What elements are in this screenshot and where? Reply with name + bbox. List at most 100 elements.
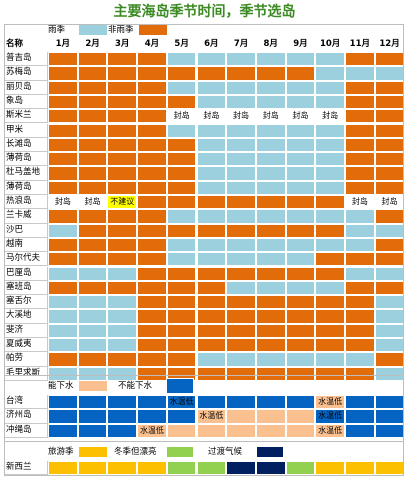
island-row-month-cell (226, 352, 256, 367)
island-row-month-cell (137, 180, 167, 195)
island-row-name: 丽贝岛 (4, 80, 48, 95)
island-row-month-cell (315, 209, 345, 224)
island-row-month-cell (196, 195, 227, 210)
swim-row-month-cell (345, 395, 375, 410)
swim-row-month-cell (285, 409, 316, 424)
island-row-month-cell (166, 323, 197, 338)
island-row-month-cell (345, 152, 375, 167)
island-row-month-cell (315, 366, 345, 381)
island-row-month-cell (77, 237, 108, 253)
island-row-month-cell (77, 295, 108, 310)
swim-row-month-cell (166, 409, 197, 424)
island-row-month-cell (285, 152, 316, 167)
swim-row-month-cell (107, 395, 138, 410)
island-row-month-cell (374, 352, 405, 367)
island-row-month-cell (107, 237, 138, 253)
legend-transition-swatch (256, 446, 284, 458)
island-row-month-cell (255, 66, 286, 81)
island-row-month-cell (255, 195, 286, 210)
island-row-month-cell (226, 180, 256, 195)
island-row-month-cell (196, 209, 227, 224)
island-row-month-cell (137, 52, 167, 67)
island-row-month-cell (77, 252, 108, 267)
island-row-month-cell (48, 309, 78, 324)
island-row-month-cell (137, 295, 167, 310)
island-row-month-cell (77, 280, 108, 296)
seasonal-row-month-cell (107, 461, 138, 476)
island-row-month-cell (226, 366, 256, 381)
island-row-month-cell (107, 352, 138, 367)
island-row-month-cell (137, 280, 167, 296)
island-row-month-cell (137, 309, 167, 324)
island-row-name: 薄荷岛 (4, 180, 48, 195)
month-header: 4月 (144, 39, 160, 49)
month-header: 11月 (349, 39, 371, 49)
island-row-name: 夏威夷 (4, 338, 48, 353)
island-row-month-cell (48, 266, 78, 281)
cell-note: 封岛 (173, 111, 190, 121)
cell-note: 封岛 (381, 197, 398, 206)
island-row-month-cell (374, 209, 405, 224)
month-header: 3月 (115, 39, 130, 49)
swim-row-month-cell (374, 423, 405, 438)
island-row-month-cell (48, 109, 78, 124)
swim-row-month-cell (255, 423, 286, 438)
island-row-month-cell (255, 338, 286, 353)
island-row-month-cell (345, 123, 375, 138)
island-row-month-cell (137, 166, 167, 181)
island-row-month-cell (48, 166, 78, 181)
island-row-month-cell (374, 166, 405, 181)
cell-note: 封岛 (233, 111, 250, 121)
island-row-month-cell (374, 123, 405, 138)
swim-row-month-cell (285, 395, 316, 410)
island-row-month-cell (137, 223, 167, 238)
swim-row-month-cell (255, 409, 286, 424)
island-row-month-cell (285, 266, 316, 281)
island-row-month-cell (48, 338, 78, 353)
island-row-name: 巴厘岛 (4, 266, 48, 281)
island-row-month-cell (48, 52, 78, 67)
month-header: 10月 (319, 39, 341, 49)
cell-note: 不建议 (110, 197, 135, 206)
island-row-month-cell (107, 223, 138, 238)
island-row-month-cell (166, 223, 197, 238)
swim-row-month-cell (196, 423, 227, 438)
island-row-month-cell: 封岛 (315, 109, 345, 124)
island-row-month-cell (285, 180, 316, 195)
island-row-month-cell (196, 280, 227, 296)
island-row-month-cell (48, 237, 78, 253)
island-row-month-cell (285, 123, 316, 138)
island-row-month-cell: 封岛 (345, 195, 375, 210)
island-row-month-cell (77, 366, 108, 381)
legend-swim-swatch (78, 380, 108, 392)
island-row-month-cell (77, 152, 108, 167)
island-row-month-cell (315, 180, 345, 195)
island-row-month-cell (345, 166, 375, 181)
island-row-month-cell (285, 309, 316, 324)
month-header: 6月 (204, 39, 219, 49)
island-row-month-cell (315, 123, 345, 138)
island-row-month-cell (48, 66, 78, 81)
island-row-month-cell (166, 309, 197, 324)
island-row-month-cell (285, 223, 316, 238)
island-row-month-cell (166, 80, 197, 95)
swim-row-month-cell (107, 423, 138, 438)
island-row-month-cell (315, 152, 345, 167)
island-row-month-cell (285, 252, 316, 267)
island-row-month-cell (226, 309, 256, 324)
island-row-month-cell (255, 295, 286, 310)
island-row-name: 马尔代夫 (4, 252, 48, 267)
seasonal-row-month-cell (48, 461, 78, 476)
swim-row-month-cell: 水温低 (315, 409, 345, 424)
island-row-month-cell (374, 237, 405, 253)
island-row-month-cell (374, 323, 405, 338)
island-row-month-cell (285, 366, 316, 381)
swim-row-month-cell (196, 395, 227, 410)
island-row-month-cell (285, 280, 316, 296)
island-row-month-cell (374, 309, 405, 324)
island-row-month-cell (77, 180, 108, 195)
island-row-month-cell (166, 195, 197, 210)
island-row-month-cell (196, 352, 227, 367)
island-row-month-cell (77, 309, 108, 324)
island-row-month-cell (77, 66, 108, 81)
